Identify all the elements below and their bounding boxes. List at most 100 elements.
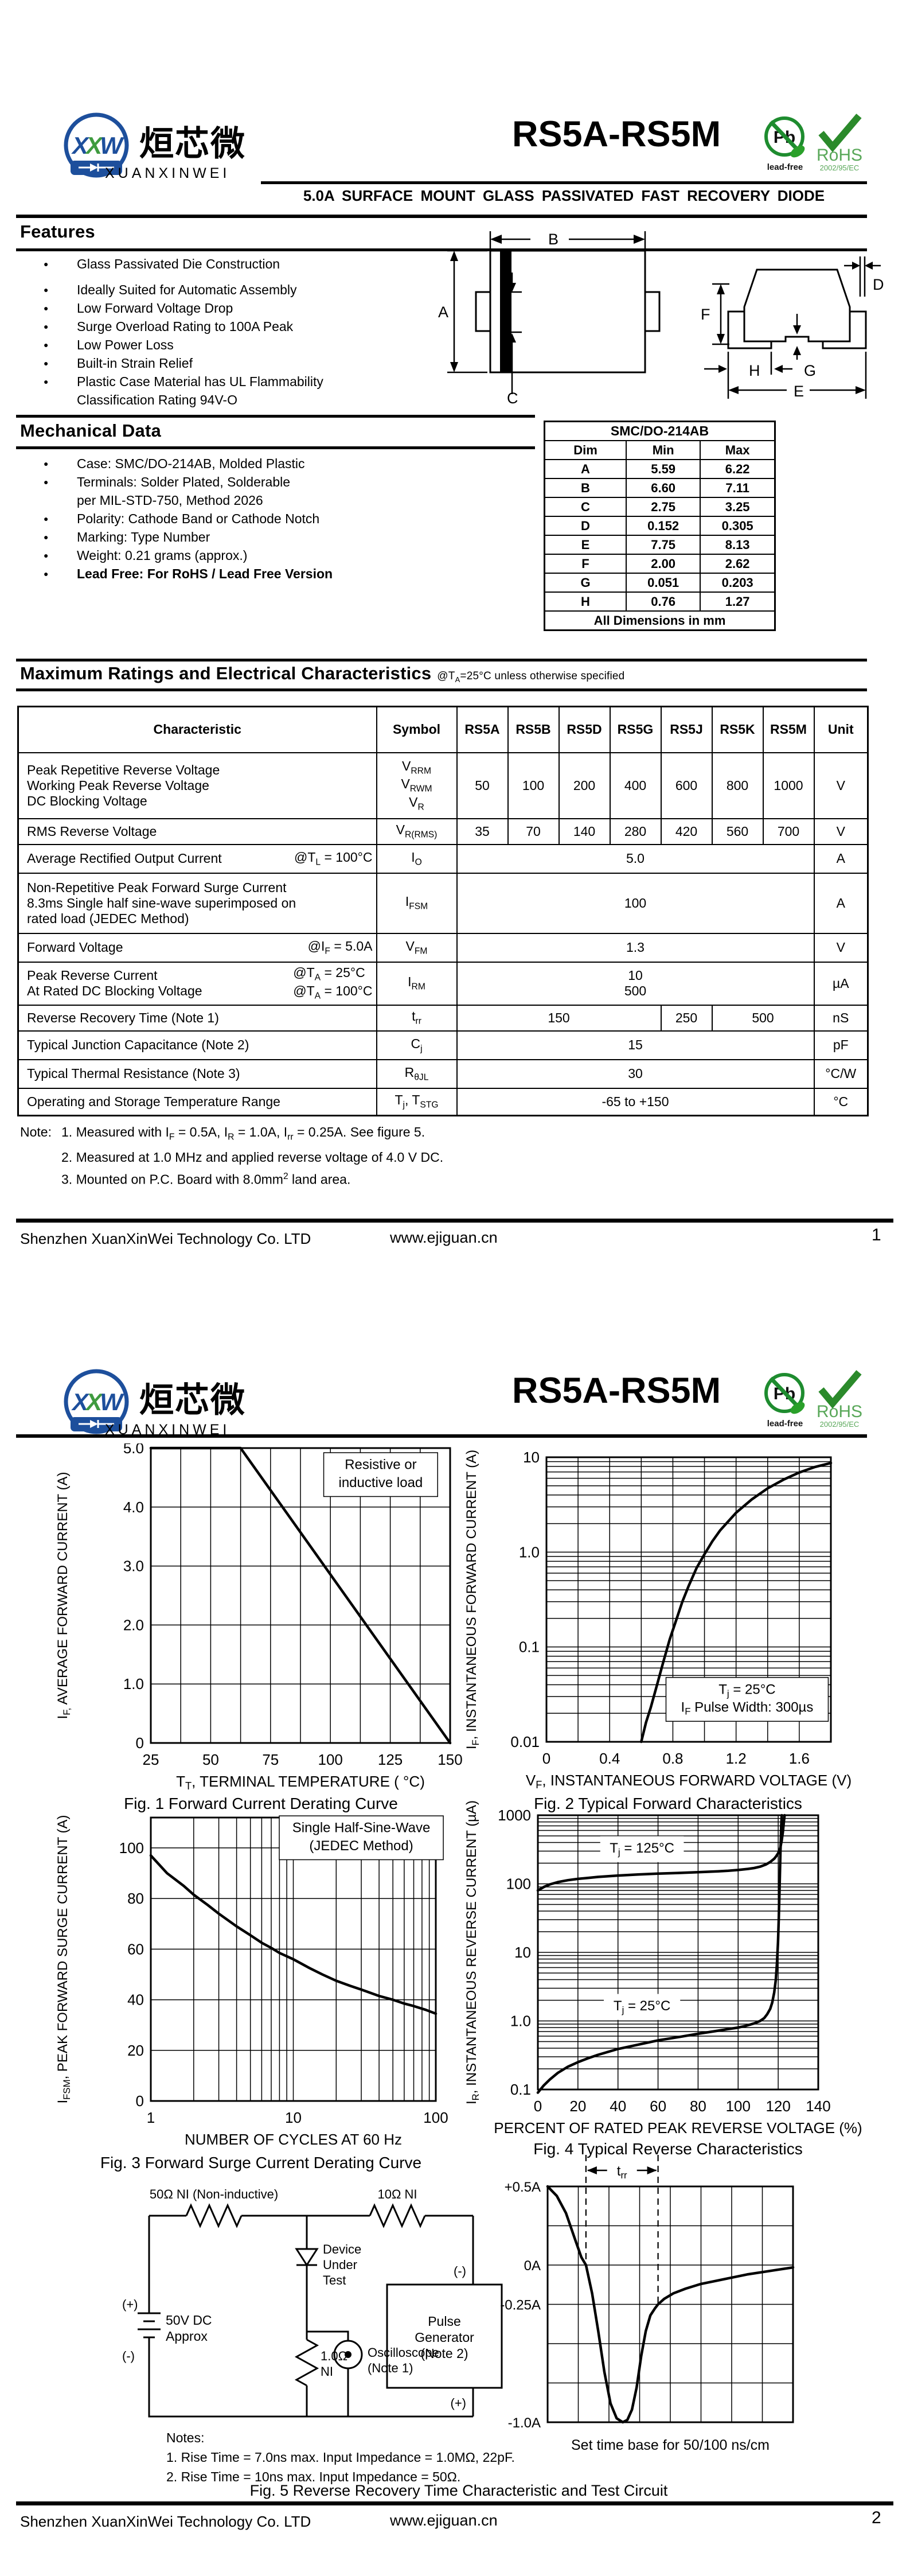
col-header: Unit [813, 706, 869, 753]
svg-text:100: 100 [423, 2109, 448, 2126]
svg-text:1.0: 1.0 [510, 2013, 531, 2030]
ratings-heading-text: Maximum Ratings and Electrical Character… [20, 663, 432, 683]
table-row: Operating and Storage Temperature Range … [17, 1087, 869, 1116]
dim-a-label: A [438, 303, 448, 321]
list-item: ● Glass Passivated Die Construction [40, 255, 442, 273]
table-row: E 7.75 8.13 [544, 535, 776, 555]
svg-text:1.0: 1.0 [519, 1543, 540, 1561]
footer-rule [16, 1219, 893, 1223]
ratings-heading: Maximum Ratings and Electrical Character… [20, 663, 624, 684]
dim-d-label: D [873, 276, 884, 293]
svg-text:80: 80 [127, 1890, 144, 1907]
diode-symbol-icon [79, 164, 114, 172]
table-row: Typical Thermal Resistance (Note 3) RθJL… [17, 1059, 869, 1089]
subtitle: 5.0A SURFACE MOUNT GLASS PASSIVATED FAST… [303, 187, 825, 204]
dim-f-label: F [701, 306, 710, 323]
rohs-icon: RoHS 2002/95/EC [817, 1370, 862, 1429]
table-header-row: Characteristic Symbol RS5A RS5B RS5D RS5… [17, 706, 869, 753]
list-item: ● Case: SMC/DO-214AB, Molded Plastic [40, 454, 533, 473]
dim-e-label: E [794, 383, 804, 400]
notes-block: Note: 1. Measured with IF = 0.5A, IR = 1… [20, 1122, 679, 1189]
svg-text:10: 10 [285, 2109, 302, 2126]
table-row: B 6.60 7.11 [544, 478, 776, 498]
fig4-caption: Fig. 4 Typical Reverse Characteristics [533, 2140, 803, 2158]
list-item: ● Built-in Strain Relief [40, 354, 442, 372]
svg-text:IR​, INSTANTANEOUS REVERSE CUR: IR​, INSTANTANEOUS REVERSE CURRENT (µA) [464, 1800, 481, 2104]
page1-logo: XXW 烜芯微 XUANXINWEI [60, 108, 278, 194]
svg-text:4.0: 4.0 [123, 1499, 144, 1516]
table-row: A 5.59 6.22 [544, 459, 776, 479]
table-row: RMS Reverse Voltage VR(RMS) 35 70 140 28… [17, 818, 869, 845]
fig3-chart: 0 20 40 60 80 100 1 10 100 Single Half-Sine-Wave (… [54, 1800, 467, 2172]
svg-text:20: 20 [127, 2042, 144, 2059]
ratings-heading-cond: @TA=25°C unless otherwise specified [437, 670, 625, 684]
diode-symbol-icon [79, 1420, 114, 1428]
svg-text:20: 20 [569, 2098, 586, 2115]
supply-label: Approx [166, 2329, 208, 2344]
feature-text: Low Forward Voltage Drop [77, 301, 233, 316]
col-header: RS5G [609, 706, 662, 753]
battery-plus-label: (+) [122, 2297, 138, 2312]
page2-header-rule [16, 1434, 867, 1438]
svg-text:IF,​ AVERAGE FORWARD CURRENT (: IF,​ AVERAGE FORWARD CURRENT (A) [55, 1472, 72, 1719]
svg-text:-1.0A: -1.0A [508, 2415, 541, 2430]
svg-text:1.6: 1.6 [789, 1750, 810, 1767]
mech-text: Terminals: Solder Plated, Solderable per … [77, 474, 291, 508]
svg-text:0: 0 [136, 1734, 144, 1752]
svg-text:2.0: 2.0 [123, 1616, 144, 1633]
svg-text:150: 150 [438, 1751, 462, 1768]
curve-Tj=25C [640, 1461, 833, 1744]
svg-text:Tj​ = 25°C: Tj​ = 25°C [614, 1998, 670, 2015]
dut-label: Test [323, 2273, 346, 2287]
dim-table-footer: All Dimensions in mm [544, 610, 776, 631]
page2-logo: XXW 烜芯微 XUANXINWEI [60, 1364, 278, 1450]
svg-text:+0.5A: +0.5A [505, 2180, 541, 2195]
svg-text:XXW: XXW [71, 132, 124, 159]
svg-text:50: 50 [202, 1751, 219, 1768]
bullet-icon: ● [44, 459, 49, 468]
battery-minus-label: (-) [122, 2349, 135, 2363]
curve-derating [149, 1446, 452, 1745]
part-number-title: RS5A-RS5M [512, 114, 721, 154]
feature-text: Plastic Case Material has UL Flammabilit… [77, 374, 323, 407]
svg-text:0A: 0A [524, 2258, 541, 2274]
svg-text:VF​, INSTANTANEOUS FORWARD VOL: VF​, INSTANTANEOUS FORWARD VOLTAGE (V) [526, 1772, 852, 1791]
curve-Tj=25C [536, 1814, 783, 2094]
list-item: ● Lead Free: For RoHS / Lead Free Version [40, 565, 533, 583]
dim-b-label: B [548, 231, 559, 248]
bullet-icon: ● [44, 259, 49, 269]
bullet-icon: ● [44, 514, 49, 523]
oscilloscope-label: (Note 1) [368, 2361, 413, 2375]
check-icon [818, 114, 862, 153]
ratings-table: Characteristic Symbol RS5A RS5B RS5D RS5… [17, 706, 869, 1116]
svg-text:3.0: 3.0 [123, 1558, 144, 1575]
footer-site[interactable]: www.ejiguan.cn [390, 2512, 498, 2529]
brand-logo-icon: XXW [64, 1369, 129, 1434]
col-header: Dim [544, 440, 627, 460]
dut-label: Under [323, 2258, 357, 2272]
title-rule [261, 181, 867, 184]
bullet-icon: ● [44, 322, 49, 331]
fig4-chart: 0.1 1.0 10 100 1000 0 20 40 60 80 100 120 140 Tj​ = 1… [464, 1800, 872, 2158]
rohs-sub-label: 2002/95/EC [820, 164, 860, 172]
brand-name-en: XUANXINWEI [105, 165, 231, 181]
footer-site[interactable]: www.ejiguan.cn [390, 1229, 498, 1246]
table-row: Non-Repetitive Peak Forward Surge Curren… [17, 872, 869, 934]
list-item: ● Weight: 0.21 grams (approx.) [40, 546, 533, 565]
resistor2-label: 10Ω NI [377, 2187, 417, 2201]
svg-text:IF​, INSTANTANEOUS FORWARD CUR: IF​, INSTANTANEOUS FORWARD CURRENT (A) [464, 1450, 481, 1749]
svg-text:0: 0 [534, 2098, 542, 2115]
rohs-icon: RoHS 2002/95/EC [817, 114, 862, 172]
svg-text:TT​, TERMINAL TEMPERATURE ( °C: TT​, TERMINAL TEMPERATURE ( °C) [176, 1773, 425, 1792]
col-header: RS5K [711, 706, 764, 753]
svg-text:25: 25 [143, 1751, 159, 1768]
dim-h-label: H [749, 362, 760, 379]
part-number-title: RS5A-RS5M [512, 1371, 721, 1411]
fig4-plot: 0.1 1.0 10 100 1000 0 20 40 60 80 100 120 140 Tj​ = 1… [464, 1800, 862, 2137]
col-header: Min [625, 440, 701, 460]
package-drawing: B A C F D [438, 231, 884, 406]
svg-text:100: 100 [119, 1839, 144, 1857]
fig2-plot: 0.01 0.1 1.0 10 0 0.4 0.8 1.2 1.6 Tj​ = 25°CIF​ P… [464, 1449, 852, 1791]
dim-c-label: C [507, 390, 518, 406]
